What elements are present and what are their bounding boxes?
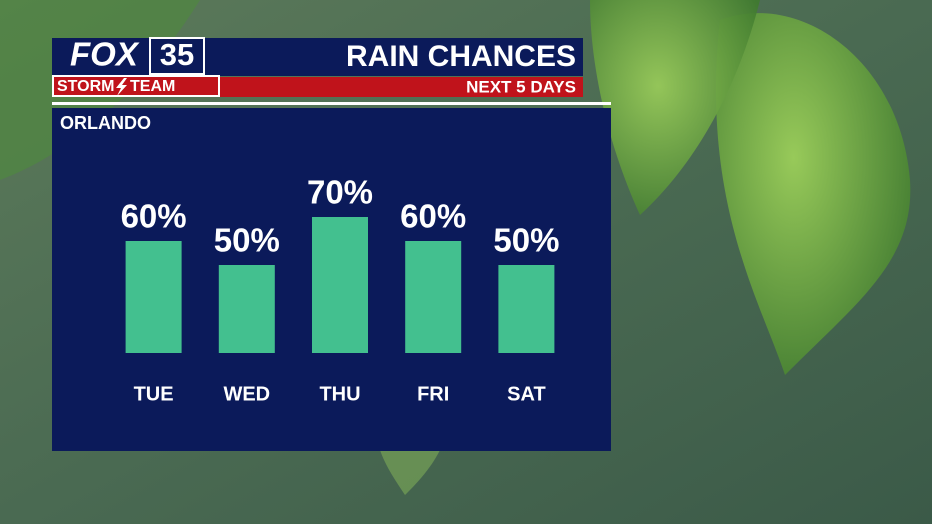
value-label: 50% xyxy=(493,222,559,259)
value-label: 60% xyxy=(121,198,187,235)
bar xyxy=(498,265,555,353)
logo-brand-box xyxy=(68,38,150,74)
logo-brand: FOX xyxy=(70,36,140,73)
x-tick-label: SAT xyxy=(507,383,546,405)
logo-channel-box xyxy=(149,37,205,75)
chart-subtitle: NEXT 5 DAYS xyxy=(466,77,576,96)
value-label: 60% xyxy=(400,198,466,235)
bar xyxy=(405,241,462,353)
leaf xyxy=(715,13,911,375)
x-tick-label: FRI xyxy=(417,383,449,405)
value-label: 70% xyxy=(307,174,373,211)
logo-team-box xyxy=(52,75,220,97)
x-tick-label: WED xyxy=(223,383,270,405)
x-tick-label: TUE xyxy=(134,383,174,405)
logo-team-left: STORM xyxy=(57,78,114,95)
bar xyxy=(125,241,182,353)
divider xyxy=(52,102,611,105)
logo-team-right: TEAM xyxy=(130,78,175,95)
value-label: 50% xyxy=(214,222,280,259)
bar xyxy=(312,217,368,353)
location-label: ORLANDO xyxy=(60,113,151,133)
logo-channel: 35 xyxy=(160,37,194,72)
leaf xyxy=(590,0,760,215)
leaf xyxy=(380,450,440,495)
bar xyxy=(218,265,275,353)
chart-title: RAIN CHANCES xyxy=(346,40,576,73)
subtitle-bar xyxy=(220,77,583,97)
x-tick-label: THU xyxy=(319,383,360,405)
logo-bolt xyxy=(116,78,127,96)
